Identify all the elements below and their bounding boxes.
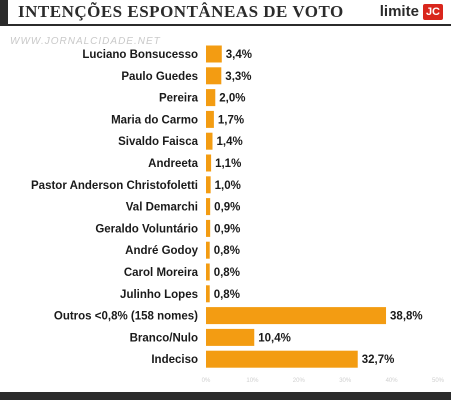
category-label: Sivaldo Faisca xyxy=(118,136,199,148)
data-label: 2,0% xyxy=(219,93,245,105)
category-label: Julinho Lopes xyxy=(120,289,198,301)
header-accent xyxy=(0,0,8,26)
bar-chart: Luciano Bonsucesso 3,4% Paulo Guedes 3,3% Pe… xyxy=(31,45,445,384)
brand-jc-logo: JC xyxy=(422,3,443,20)
category-label: André Godoy xyxy=(125,245,198,257)
data-label: 0,9% xyxy=(214,223,240,235)
category-label: Paulo Guedes xyxy=(121,71,198,83)
bar xyxy=(206,67,222,85)
bar xyxy=(206,198,211,216)
bar xyxy=(206,263,210,281)
category-label: Indeciso xyxy=(151,354,198,366)
chart-title: INTENÇÕES ESPONTÂNEAS DE VOTO xyxy=(18,2,344,21)
category-label: Pereira xyxy=(159,93,199,105)
data-label: 32,7% xyxy=(362,354,395,366)
header-rule xyxy=(0,24,451,26)
category-label: Val Demarchi xyxy=(126,202,198,214)
bar xyxy=(206,307,387,325)
bar xyxy=(206,350,358,368)
x-tick-label: 20% xyxy=(293,378,306,384)
category-label: Luciano Bonsucesso xyxy=(82,49,198,61)
bar xyxy=(206,45,222,63)
header-bar xyxy=(0,0,451,26)
category-label: Branco/Nulo xyxy=(130,332,198,344)
data-label: 0,8% xyxy=(214,245,240,257)
bar xyxy=(206,285,210,303)
bar xyxy=(206,132,213,150)
bar xyxy=(206,110,214,128)
x-tick-label: 50% xyxy=(432,378,445,384)
watermark-text: WWW.JORNALCIDADE.NET xyxy=(10,36,161,47)
category-label: Maria do Carmo xyxy=(111,114,198,126)
bottom-rule xyxy=(0,392,451,400)
bar xyxy=(206,328,255,346)
bar xyxy=(206,154,212,172)
data-label: 3,4% xyxy=(226,49,252,61)
brand-logos: limite JC xyxy=(380,3,443,20)
data-label: 1,4% xyxy=(216,136,242,148)
category-label: Geraldo Voluntário xyxy=(95,223,198,235)
x-tick-label: 30% xyxy=(339,378,352,384)
data-label: 10,4% xyxy=(258,332,291,344)
bar xyxy=(206,241,210,259)
category-label: Andreeta xyxy=(148,158,198,170)
data-label: 3,3% xyxy=(225,71,251,83)
x-tick-label: 0% xyxy=(202,378,211,384)
bar xyxy=(206,176,211,194)
data-label: 0,8% xyxy=(214,289,240,301)
data-label: 1,0% xyxy=(215,180,241,192)
data-label: 1,1% xyxy=(215,158,241,170)
data-label: 0,8% xyxy=(214,267,240,279)
x-tick-label: 40% xyxy=(386,378,399,384)
category-label: Outros <0,8% (158 nomes) xyxy=(54,311,198,323)
data-label: 38,8% xyxy=(390,311,423,323)
x-tick-label: 10% xyxy=(246,378,259,384)
brand-limite-logo: limite xyxy=(379,3,419,20)
data-label: 1,7% xyxy=(218,114,244,126)
category-label: Carol Moreira xyxy=(124,267,199,279)
data-label: 0,9% xyxy=(214,202,240,214)
bar xyxy=(206,89,216,107)
bar xyxy=(206,219,211,237)
category-label: Pastor Anderson Christofoletti xyxy=(31,180,198,192)
